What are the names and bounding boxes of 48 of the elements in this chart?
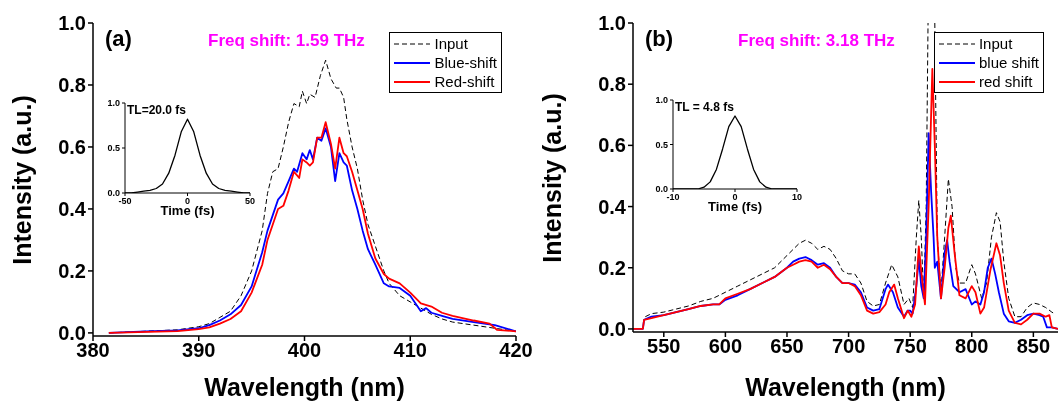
x-tick-label: 650 — [770, 335, 804, 358]
x-tick-label: 390 — [182, 339, 216, 362]
x-axis-title: Wavelength (nm) — [203, 373, 406, 402]
x-tick-label: 50 — [244, 196, 256, 207]
x-tick-label: -50 — [118, 196, 132, 207]
y-tick-label: 0.0 — [107, 188, 120, 199]
x-tick-label: 600 — [708, 335, 743, 358]
x-tick-label: 850 — [1016, 335, 1051, 358]
y-tick-label: 1.0 — [598, 12, 626, 35]
y-tick-label: 1.0 — [107, 98, 120, 109]
y-tick-label: 0.0 — [655, 184, 668, 195]
legend-label: Red-shift — [434, 73, 495, 90]
y-tick-label: 0.8 — [598, 73, 626, 96]
y-tick-label: 0.4 — [58, 198, 87, 221]
legend-label: red shift — [978, 73, 1033, 90]
x-tick-label: 750 — [893, 335, 927, 358]
x-tick-label: 420 — [499, 339, 533, 362]
x-axis-title: Wavelength (nm) — [744, 373, 947, 402]
annotation: Freq shift: 3.18 THz — [738, 31, 895, 51]
annotation: TL=20.0 fs — [127, 103, 187, 117]
y-tick-label: 0.2 — [58, 260, 86, 283]
annotation: (b) — [645, 26, 674, 52]
legend-label: Blue-shift — [434, 54, 497, 71]
x-tick-label: 800 — [955, 335, 989, 358]
y-axis-title: Intensity (a.u.) — [7, 93, 37, 267]
x-tick-label: 410 — [393, 339, 427, 362]
y-tick-label: 1.0 — [655, 95, 668, 106]
x-tick-label: 10 — [791, 192, 803, 203]
annotation: Freq shift: 1.59 THz — [208, 31, 365, 51]
y-axis-title: Intensity (a.u.) — [537, 91, 567, 265]
y-tick-label: 1.0 — [58, 12, 86, 35]
legend-label: blue shift — [978, 54, 1039, 71]
annotation: (a) — [105, 26, 132, 52]
x-tick-label: 550 — [647, 335, 681, 358]
x-tick-label: 700 — [831, 335, 866, 358]
x-tick-label: 400 — [287, 339, 322, 362]
legend-label: Input — [978, 35, 1013, 52]
y-tick-label: 0.4 — [598, 195, 627, 218]
y-tick-label: 0.6 — [598, 134, 626, 157]
y-tick-label: 0.2 — [598, 256, 626, 279]
annotation: TL = 4.8 fs — [675, 100, 734, 114]
x-tick-label: -10 — [666, 192, 680, 203]
y-tick-label: 0.5 — [655, 139, 668, 150]
y-tick-label: 0.5 — [107, 143, 120, 154]
y-tick-label: 0.0 — [598, 318, 626, 341]
y-tick-label: 0.8 — [58, 74, 86, 97]
y-tick-label: 0.6 — [58, 136, 86, 159]
legend-label: Input — [434, 35, 468, 52]
